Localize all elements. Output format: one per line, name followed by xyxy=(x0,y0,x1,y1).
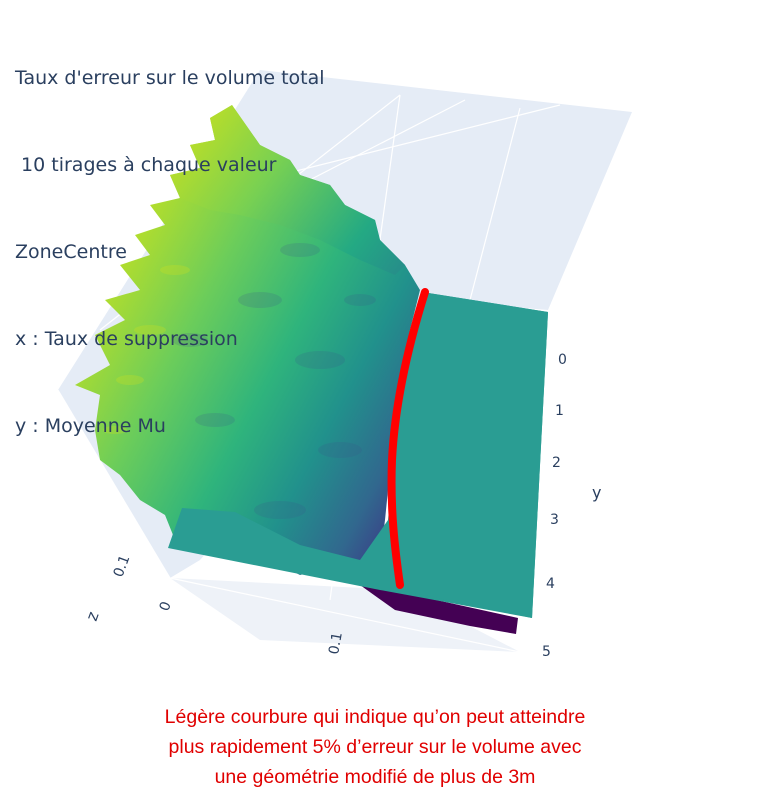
title-line-4: x : Taux de suppression xyxy=(15,328,238,350)
annotation-line-2: plus rapidement 5% d’erreur sur le volum… xyxy=(168,736,582,758)
y-tick-1: 1 xyxy=(555,403,564,419)
annotation-text: Légère courbure qui indique qu’on peut a… xyxy=(150,702,600,792)
surface-highlights xyxy=(103,265,190,434)
y-tick-4: 4 xyxy=(546,576,555,592)
annotation-line-3: une géométrie modifié de plus de 3m xyxy=(214,766,536,788)
x-tick-0: 0.1 xyxy=(326,631,346,656)
z-axis-title: z xyxy=(82,609,103,623)
title-line-2: 10 tirages à chaque valeur xyxy=(15,154,277,176)
z-tick-0: 0 xyxy=(157,600,175,614)
x-axis: 0.1 xyxy=(326,631,346,656)
z-tick-1: 0.1 xyxy=(111,553,134,579)
y-tick-5: 5 xyxy=(542,644,551,660)
surface-chart[interactable]: 0 1 2 3 4 5 y 0.1 0 z 0.1 xyxy=(0,0,769,690)
reference-plane-right xyxy=(390,292,548,618)
highlight-curve xyxy=(387,288,429,589)
surface-texture xyxy=(172,243,376,519)
title-line-5: y : Moyenne Mu xyxy=(15,415,166,437)
annotation-line-1: Légère courbure qui indique qu’on peut a… xyxy=(164,706,586,728)
error-surface xyxy=(75,105,420,580)
y-axis-title: y xyxy=(592,483,601,502)
surface-bottom-strip xyxy=(360,585,518,634)
y-tick-2: 2 xyxy=(552,455,561,471)
y-tick-0: 0 xyxy=(558,352,567,368)
title-line-1: Taux d'erreur sur le volume total xyxy=(15,67,325,89)
y-axis: 0 1 2 3 4 5 y xyxy=(542,352,601,660)
title-line-3: ZoneCentre xyxy=(15,241,127,263)
y-tick-3: 3 xyxy=(550,512,559,528)
chart-title: Taux d'erreur sur le volume total 10 tir… xyxy=(15,6,325,470)
